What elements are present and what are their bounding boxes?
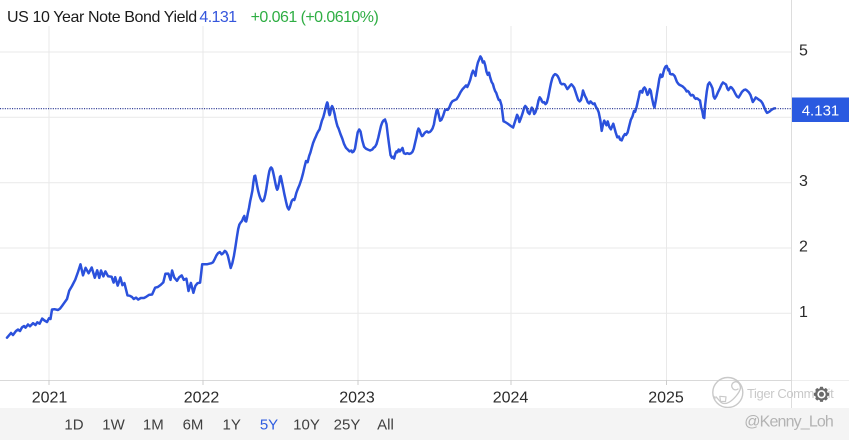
svg-text:2021: 2021: [32, 390, 68, 407]
svg-text:25Y: 25Y: [334, 417, 361, 434]
svg-text:2: 2: [799, 239, 808, 256]
svg-text:@Kenny_Loh: @Kenny_Loh: [744, 414, 833, 431]
svg-text:4.131: 4.131: [802, 103, 840, 120]
svg-text:3: 3: [799, 173, 808, 190]
svg-text:All: All: [377, 417, 394, 434]
svg-text:1D: 1D: [64, 417, 83, 434]
svg-text:1Y: 1Y: [223, 417, 241, 434]
svg-text:6M: 6M: [183, 417, 204, 434]
svg-text:Tiger Communit: Tiger Communit: [747, 386, 834, 401]
svg-text:10Y: 10Y: [293, 417, 320, 434]
svg-text:US 10 Year Note Bond Yield: US 10 Year Note Bond Yield: [7, 9, 197, 26]
svg-text:+0.061 (+0.0610%): +0.061 (+0.0610%): [251, 9, 379, 26]
svg-text:5: 5: [799, 43, 808, 60]
svg-text:2024: 2024: [493, 390, 529, 407]
svg-text:1M: 1M: [143, 417, 164, 434]
svg-text:1: 1: [799, 304, 808, 321]
svg-text:2025: 2025: [648, 390, 684, 407]
svg-text:1W: 1W: [102, 417, 125, 434]
svg-text:5Y: 5Y: [260, 417, 278, 434]
svg-text:4.131: 4.131: [199, 9, 237, 26]
svg-text:2022: 2022: [184, 390, 220, 407]
svg-text:2023: 2023: [339, 390, 375, 407]
